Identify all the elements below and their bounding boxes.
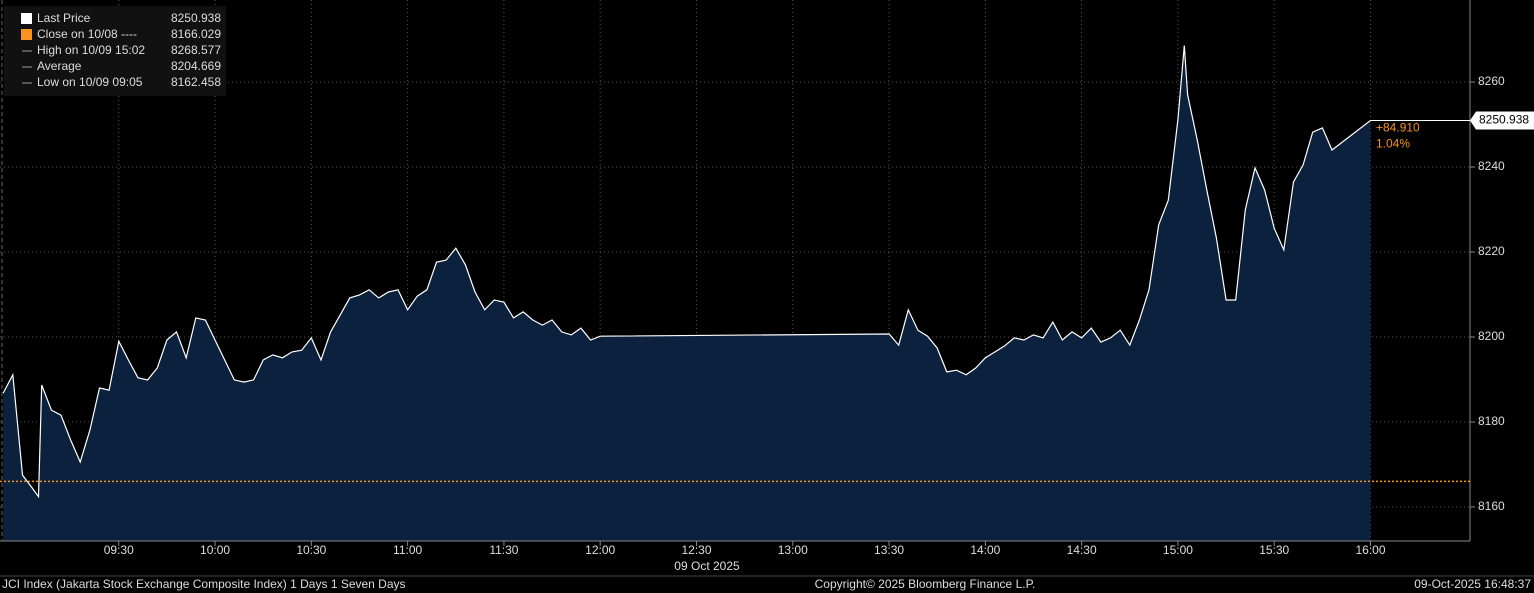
x-tick-label: 10:30 bbox=[296, 543, 326, 557]
y-tick-label: 8200 bbox=[1478, 329, 1505, 343]
legend-value: 8268.577 bbox=[171, 43, 221, 57]
y-tick-label: 8180 bbox=[1478, 414, 1505, 428]
change-label: +84.910 bbox=[1376, 121, 1420, 135]
y-tick-label: 8240 bbox=[1478, 159, 1505, 173]
legend-label: High on 10/09 15:02 bbox=[37, 43, 145, 57]
x-tick-label: 13:30 bbox=[874, 543, 904, 557]
line bbox=[2, 45, 1371, 499]
legend-swatch bbox=[21, 29, 32, 40]
x-tick-label: 11:00 bbox=[393, 543, 422, 557]
legend-value: 8204.669 bbox=[171, 59, 221, 73]
footer-left: JCI Index (Jakarta Stock Exchange Compos… bbox=[2, 577, 406, 591]
legend-label: Low on 10/09 09:05 bbox=[37, 75, 143, 89]
legend-label: Last Price bbox=[37, 11, 91, 25]
y-tick-label: 8220 bbox=[1478, 244, 1505, 258]
y-tick-label: 8160 bbox=[1478, 499, 1505, 513]
legend-label: Close on 10/08 ---- bbox=[37, 27, 137, 41]
x-tick-label: 15:30 bbox=[1259, 543, 1289, 557]
legend-value: 8162.458 bbox=[171, 75, 221, 89]
x-tick-label: 14:30 bbox=[1067, 543, 1097, 557]
series bbox=[2, 45, 1371, 541]
last-price-label: 8250.938 bbox=[1479, 113, 1529, 127]
x-tick-label: 15:00 bbox=[1163, 543, 1193, 557]
area bbox=[3, 45, 1371, 541]
legend-swatch bbox=[21, 13, 32, 24]
legend-box bbox=[4, 6, 226, 96]
legend-value: 8250.938 bbox=[171, 11, 221, 25]
x-tick-label: 09:30 bbox=[104, 543, 134, 557]
x-tick-label: 14:00 bbox=[970, 543, 1000, 557]
legend-value: 8166.029 bbox=[171, 27, 221, 41]
x-tick-label: 13:00 bbox=[778, 543, 808, 557]
x-tick-label: 16:00 bbox=[1355, 543, 1385, 557]
change-pct-label: 1.04% bbox=[1376, 137, 1410, 151]
y-tick-label: 8260 bbox=[1478, 74, 1505, 88]
x-tick-label: 10:00 bbox=[200, 543, 230, 557]
x-tick-label: 12:30 bbox=[681, 543, 711, 557]
x-tick-label: 11:30 bbox=[489, 543, 518, 557]
x-tick-label: 12:00 bbox=[585, 543, 615, 557]
legend-label: Average bbox=[37, 59, 82, 73]
footer-center: Copyright© 2025 Bloomberg Finance L.P. bbox=[815, 577, 1036, 591]
x-axis-label: 09 Oct 2025 bbox=[674, 559, 740, 573]
footer-right: 09-Oct-2025 16:48:37 bbox=[1414, 577, 1531, 591]
legend: Last Price 8250.938 Close on 10/08 ---- 816… bbox=[21, 11, 221, 89]
last-price-box bbox=[1470, 111, 1534, 130]
